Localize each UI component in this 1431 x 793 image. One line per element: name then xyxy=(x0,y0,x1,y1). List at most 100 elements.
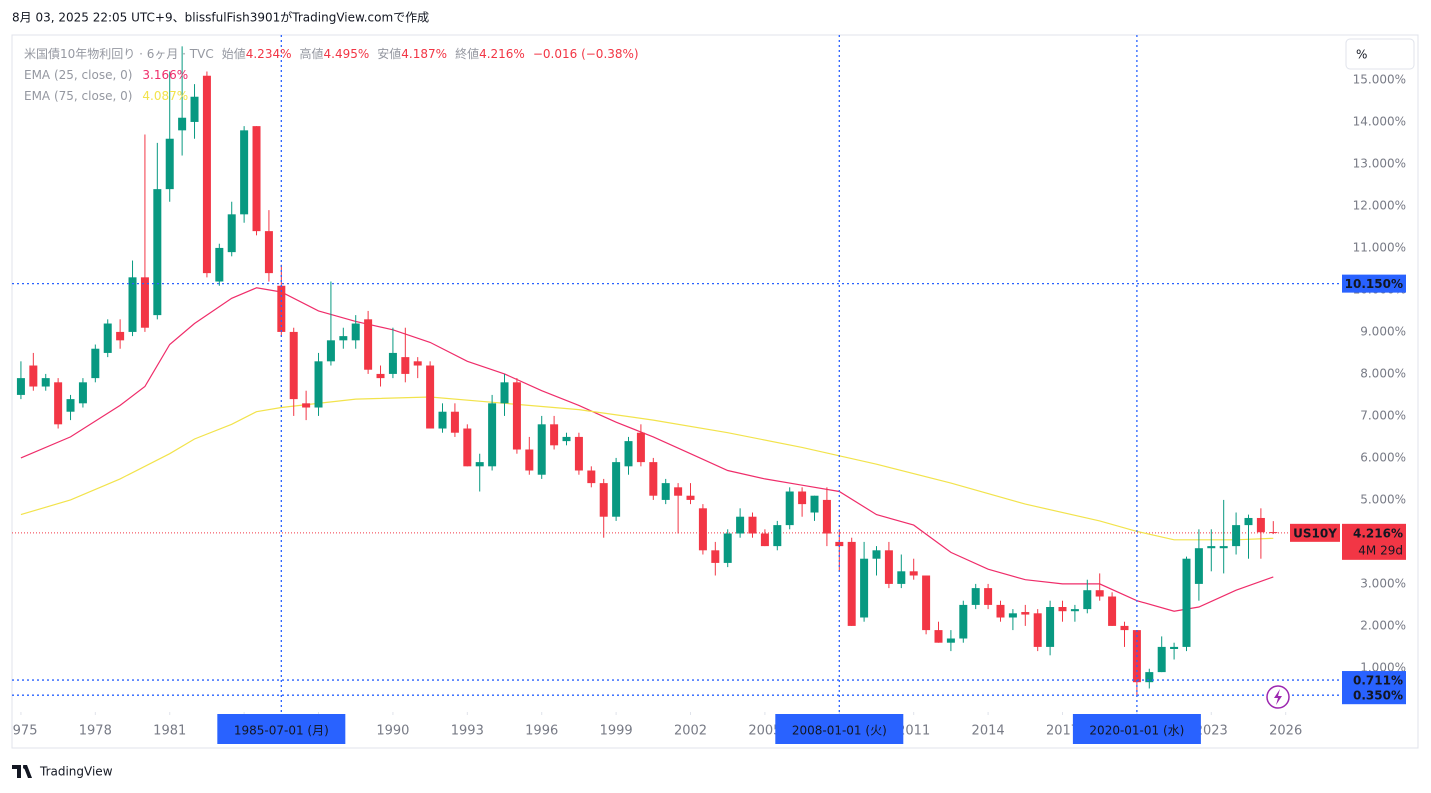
symbol-box xyxy=(1290,523,1340,542)
x-tick-label: 1996 xyxy=(525,724,558,739)
candle-body xyxy=(661,483,670,500)
x-tick-label: 2023 xyxy=(1195,724,1228,739)
candle-body xyxy=(326,340,335,362)
y-tick-label: 13.000% xyxy=(1353,156,1406,170)
x-tick-label: 2017 xyxy=(1046,724,1079,739)
candle-body xyxy=(971,588,980,605)
legend-value: 4.087% xyxy=(142,89,188,103)
x-tick-label: 1990 xyxy=(376,724,409,739)
candle-body xyxy=(1170,646,1179,650)
candle-body xyxy=(376,373,385,379)
y-tick-label: 2.000% xyxy=(1360,618,1406,632)
candle-body xyxy=(860,558,869,618)
candle-body xyxy=(302,403,311,408)
candle-body xyxy=(1244,517,1253,526)
candle-body xyxy=(512,382,521,450)
candle-body xyxy=(264,231,273,274)
x-tick-label: 1978 xyxy=(79,724,112,739)
candle-body xyxy=(1021,612,1030,615)
crosshair-date-label: 2008-01-01 (火) xyxy=(792,724,887,738)
candle-body xyxy=(537,424,546,475)
candle-body xyxy=(1108,596,1117,626)
candle-body xyxy=(1157,646,1166,673)
candle-body xyxy=(1194,548,1203,584)
y-tick-label: 7.000% xyxy=(1360,408,1406,422)
candle-body xyxy=(810,495,819,513)
legend-row: 米国債10年物利回り · 6ヶ月 · TVC 始値4.234% 高値4.495% 安値… xyxy=(24,46,639,61)
crosshair-date-label: 2020-01-01 (水) xyxy=(1089,724,1184,738)
candle-body xyxy=(202,75,211,274)
y-tick-label: 12.000% xyxy=(1353,198,1406,212)
candle-body xyxy=(190,96,199,122)
candle-body xyxy=(66,399,75,412)
crosshair-date-box xyxy=(1072,714,1201,744)
crosshair-price-box xyxy=(1342,686,1406,705)
crosshair-price-label: 10.150% xyxy=(1345,277,1403,291)
x-tick-label: 2005 xyxy=(748,724,781,739)
crosshair-date-box xyxy=(775,714,904,744)
ohlc-value: 4.187% xyxy=(401,47,447,61)
candle-body xyxy=(736,516,745,534)
ohlc-label: 高値 xyxy=(300,46,324,61)
x-tick-label: 1975 xyxy=(4,724,37,739)
candle-body xyxy=(438,411,447,429)
candle-body xyxy=(488,403,497,467)
crosshair-date-box xyxy=(217,714,346,744)
candle-body xyxy=(1269,532,1278,534)
candle-body xyxy=(922,575,931,631)
candle-body xyxy=(996,604,1005,618)
candle-body xyxy=(413,361,422,366)
y-tick-label: 14.000% xyxy=(1353,114,1406,128)
candle-body xyxy=(165,138,174,190)
scale-button[interactable] xyxy=(1345,38,1415,70)
candle-body xyxy=(984,588,993,605)
candle-body xyxy=(785,491,794,526)
ohlc-value: 4.495% xyxy=(324,47,370,61)
legend-row: EMA (25, close, 0) 3.166% xyxy=(24,68,188,82)
candle-body xyxy=(1008,613,1017,618)
candle-body xyxy=(1083,590,1092,610)
ohlc-value: 4.216% xyxy=(479,47,525,61)
ohlc-label: 終値 xyxy=(455,46,479,61)
candle-body xyxy=(289,331,298,400)
y-tick-label: 5.000% xyxy=(1360,492,1406,506)
legend-value: 3.166% xyxy=(142,68,188,82)
candle-body xyxy=(314,361,323,408)
candle-body xyxy=(1070,609,1079,612)
candle-body xyxy=(364,319,373,370)
candle-body xyxy=(550,424,559,446)
candle-body xyxy=(500,382,509,404)
last-price-box xyxy=(1342,523,1406,560)
crosshair-price-label: 0.350% xyxy=(1353,689,1403,703)
candle-body xyxy=(29,365,38,387)
candle-body xyxy=(1232,525,1241,547)
crosshair-price-box xyxy=(1342,274,1406,293)
countdown-label: 4M 29d xyxy=(1358,543,1403,557)
y-tick-label: 8.000% xyxy=(1360,366,1406,380)
candle-body xyxy=(686,495,695,500)
candle-body xyxy=(649,462,658,496)
legend: 米国債10年物利回り · 6ヶ月 · TVC 始値4.234% 高値4.495% 安値… xyxy=(24,46,639,103)
legend-name: EMA (25, close, 0) xyxy=(24,68,132,82)
y-tick-label: 3.000% xyxy=(1360,576,1406,590)
candle-body xyxy=(1095,590,1104,597)
ema-line xyxy=(20,396,1274,541)
y-tick-label: 6.000% xyxy=(1360,450,1406,464)
y-tick-label: 11.000% xyxy=(1353,240,1406,254)
ema-line xyxy=(20,287,1274,612)
x-tick-label: 2014 xyxy=(972,724,1005,739)
candle-body xyxy=(277,285,286,332)
candle-body xyxy=(959,604,968,639)
candle-body xyxy=(1033,613,1042,647)
candle-body xyxy=(946,638,955,643)
symbol-label: US10Y xyxy=(1293,526,1337,540)
candle-body xyxy=(822,499,831,534)
candle-body xyxy=(612,462,621,517)
crosshair-price-label: 0.711% xyxy=(1353,674,1403,688)
candle-body xyxy=(463,428,472,467)
scale-button-label[interactable]: % xyxy=(1356,48,1367,62)
candle-body xyxy=(587,470,596,484)
candle-body xyxy=(153,189,162,316)
candle-body xyxy=(240,130,249,215)
candle-body xyxy=(450,411,459,433)
